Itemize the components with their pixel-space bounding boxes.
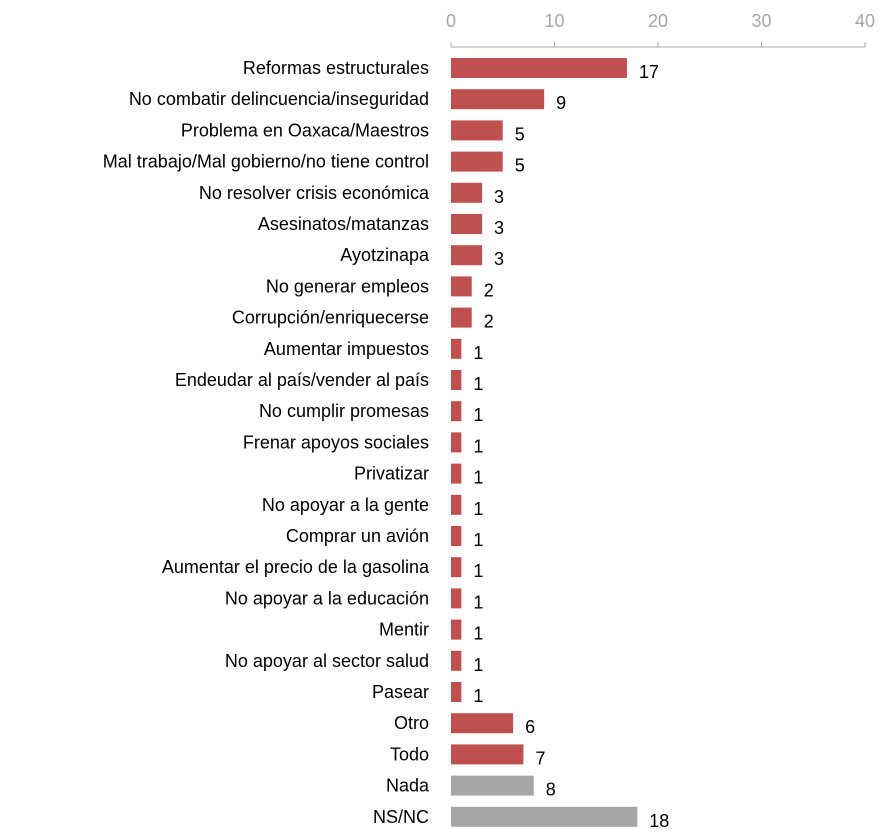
data-label: 1	[473, 499, 483, 519]
category-label: Nada	[386, 776, 430, 796]
category-label: Problema en Oaxaca/Maestros	[181, 120, 429, 140]
bar	[451, 775, 534, 796]
category-label: No apoyar a la gente	[262, 495, 429, 515]
category-label: Mal trabajo/Mal gobierno/no tiene contro…	[103, 152, 429, 172]
bar	[451, 557, 462, 578]
x-tick-label: 20	[648, 11, 668, 31]
data-label: 3	[494, 218, 504, 238]
data-label: 9	[556, 93, 566, 113]
bar	[451, 151, 503, 172]
category-label: Frenar apoyos sociales	[243, 432, 429, 452]
bar	[451, 650, 462, 671]
category-label: Ayotzinapa	[340, 245, 430, 265]
bar	[451, 806, 638, 827]
data-label: 18	[649, 811, 669, 831]
bar	[451, 89, 545, 110]
category-label: NS/NC	[373, 807, 429, 827]
data-label: 3	[494, 187, 504, 207]
x-tick-label: 0	[446, 11, 456, 31]
category-label: Todo	[390, 744, 429, 764]
data-label: 1	[473, 624, 483, 644]
data-label: 1	[473, 655, 483, 675]
category-label: No cumplir promesas	[259, 401, 429, 421]
data-label: 8	[546, 780, 556, 800]
data-label: 7	[535, 748, 545, 768]
category-label: Comprar un avión	[286, 526, 429, 546]
bar	[451, 307, 472, 328]
data-label: 1	[473, 530, 483, 550]
data-label: 2	[484, 312, 494, 332]
data-label: 17	[639, 62, 659, 82]
data-label: 1	[473, 405, 483, 425]
data-label: 6	[525, 717, 535, 737]
bar	[451, 120, 503, 141]
category-label: Aumentar el precio de la gasolina	[162, 557, 430, 577]
data-label: 1	[473, 592, 483, 612]
data-label: 1	[473, 374, 483, 394]
category-label: No combatir delincuencia/inseguridad	[129, 89, 429, 109]
data-label: 3	[494, 249, 504, 269]
category-label: No apoyar al sector salud	[225, 651, 429, 671]
category-label: Mentir	[379, 620, 429, 640]
bar	[451, 338, 462, 359]
category-label: Aumentar impuestos	[264, 339, 429, 359]
category-label: No generar empleos	[266, 276, 429, 296]
data-label: 1	[473, 343, 483, 363]
bar	[451, 619, 462, 640]
x-tick-labels: 0 10 20 30 40	[446, 11, 875, 31]
bar	[451, 276, 472, 297]
category-label: Privatizar	[354, 464, 429, 484]
bar	[451, 401, 462, 422]
bar	[451, 214, 483, 234]
bar	[451, 494, 462, 515]
category-label: No apoyar a la educación	[225, 588, 429, 608]
x-tick-label: 40	[855, 11, 875, 31]
bar	[451, 245, 483, 266]
x-tick-label: 10	[544, 11, 564, 31]
x-axis	[450, 42, 866, 48]
data-label: 5	[515, 156, 525, 176]
bars	[451, 58, 638, 827]
bar	[451, 682, 462, 702]
category-label: Pasear	[372, 682, 429, 702]
data-label: 1	[473, 561, 483, 581]
x-tick-label: 30	[751, 11, 771, 31]
data-label: 2	[484, 280, 494, 300]
bar	[451, 744, 524, 765]
data-label: 1	[473, 686, 483, 706]
bar	[451, 526, 462, 546]
category-labels: Reformas estructurales No combatir delinc…	[103, 58, 430, 827]
category-label: Endeudar al país/vender al país	[175, 370, 429, 390]
category-label: Reformas estructurales	[243, 58, 429, 78]
category-label: Asesinatos/matanzas	[258, 214, 429, 234]
bar	[451, 370, 462, 390]
category-label: No resolver crisis económica	[199, 183, 430, 203]
bar	[451, 713, 514, 734]
bar	[451, 432, 462, 453]
bar	[451, 58, 627, 78]
category-label: Corrupción/enriquecerse	[232, 308, 429, 328]
bar	[451, 182, 483, 203]
data-label: 1	[473, 468, 483, 488]
data-label: 1	[473, 436, 483, 456]
bar	[451, 463, 462, 484]
category-label: Otro	[394, 713, 429, 733]
data-label: 5	[515, 124, 525, 144]
bar	[451, 588, 462, 609]
